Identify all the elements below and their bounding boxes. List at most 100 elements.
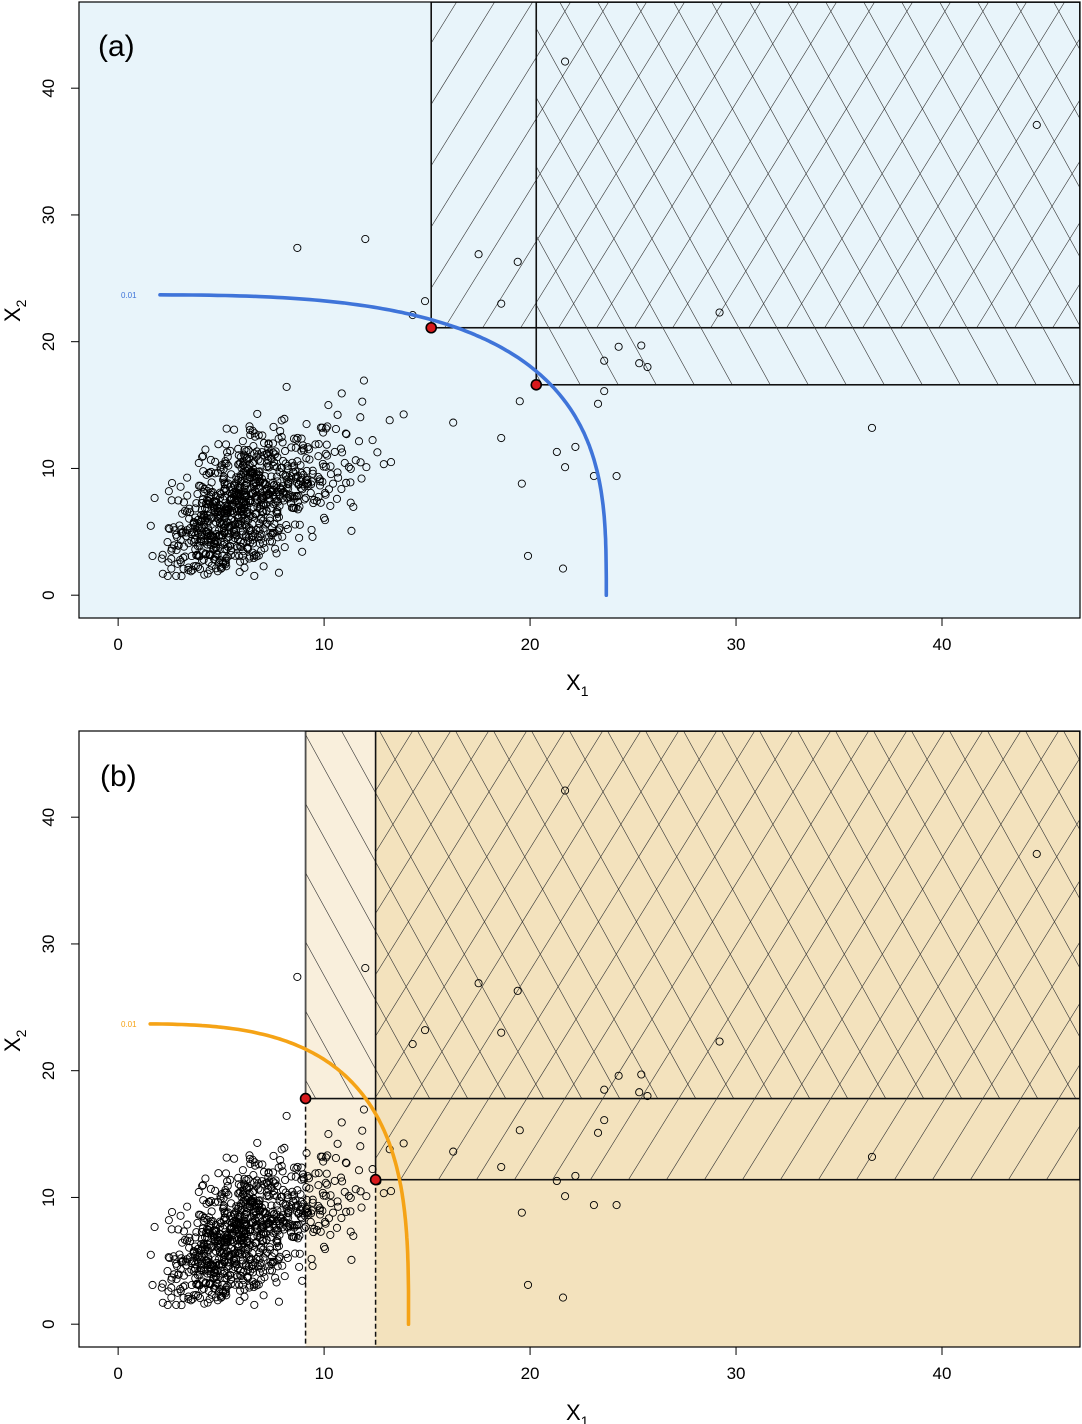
hatch-line [873,731,1076,1099]
scatter-point [177,1301,186,1310]
scatter-point [257,489,266,498]
hatch-line [305,734,506,1099]
scatter-point [321,490,330,499]
scatter-point [150,493,159,503]
scatter-point [199,555,208,564]
scatter-point [178,528,187,537]
scatter-point [358,397,367,406]
hatch-line [536,235,619,385]
scatter-point [379,1189,388,1198]
scatter-point [340,458,349,467]
scatter-point [356,1187,365,1196]
scatter-point [275,1230,284,1239]
scatter-point [230,490,239,499]
scatter-point [281,1188,290,1197]
scatter-point [319,462,328,471]
scatter-point [251,1216,260,1225]
scatter-point [189,518,198,527]
scatter-point [218,541,227,550]
scatter-point [368,436,377,445]
scatter-point [252,1196,261,1205]
scatter-point [146,521,155,530]
hatch-line [900,37,1080,328]
hatch-line [683,731,886,1099]
scatter-point [211,1186,220,1195]
scatter-point [193,518,202,527]
scatter-point [497,299,506,308]
scatter-point [223,448,232,457]
scatter-point [338,1177,347,1186]
scatter-point [351,1185,360,1194]
scatter-point [217,520,226,529]
scatter-point [247,533,256,542]
scatter-point [228,1265,237,1274]
scatter-point [203,1264,213,1273]
hatch-line [305,872,430,1099]
scatter-point [163,571,172,581]
scatter-point [221,1169,231,1178]
scatter-point [216,562,225,571]
hatch-line [375,731,603,1098]
scatter-point [255,1205,264,1214]
scatter-point [259,1216,268,1225]
scatter-point [333,1197,342,1206]
scatter-point [326,501,335,510]
scatter-point [265,1243,274,1252]
hatch-line [938,99,1080,328]
scatter-point [282,472,291,481]
scatter-point [167,1225,176,1234]
scatter-point [342,1207,351,1216]
hatch-line [863,2,1075,385]
scatter-point [230,1254,239,1263]
scatter-point [198,495,207,504]
scatter-point [205,1295,214,1304]
scatter-point [278,532,287,541]
scatter-point [222,1216,231,1225]
scatter-point [867,423,877,432]
scatter-point [307,1206,316,1215]
scatter-point [263,519,272,528]
scatter-point [216,1291,225,1300]
scatter-point [332,1223,342,1232]
scatter-point [295,476,304,485]
scatter-point [321,1245,330,1254]
scatter-point [212,1230,222,1239]
scatter-point [314,1221,323,1230]
scatter-point [201,445,210,454]
scatter-point [272,1278,281,1287]
scatter-point [246,511,255,520]
scatter-point [449,1147,458,1156]
scatter-point [231,1280,240,1289]
hatch-line [939,2,1080,258]
scatter-point [210,544,219,553]
scatter-point [198,1212,207,1221]
scatter-point [175,1250,184,1259]
scatter-point [316,1152,325,1161]
x-axis-label-a: X1 [566,670,589,699]
scatter-point [561,1192,570,1201]
hatch-line [634,2,837,328]
scatter-point [189,1266,198,1276]
scatter-point [229,1225,238,1234]
scatter-point [228,536,237,545]
hatch-line [305,803,468,1099]
scatter-point [200,512,209,521]
scatter-point [254,1160,263,1169]
scatter-point [268,491,277,500]
scatter-point [210,469,220,478]
scatter-point [264,1168,273,1177]
scatter-point [210,1273,219,1282]
scatter-point [497,433,506,443]
scatter-point [272,496,281,506]
scatter-point [240,452,249,461]
scatter-point [234,1202,243,1211]
scatter-point [600,1085,609,1094]
scatter-point [174,541,183,550]
scatter-point [318,1206,327,1215]
scatter-point [221,1250,230,1259]
scatter-point [176,1287,185,1296]
scatter-point [163,1267,172,1276]
scatter-point [226,1275,236,1284]
scatter-point [294,1209,303,1218]
